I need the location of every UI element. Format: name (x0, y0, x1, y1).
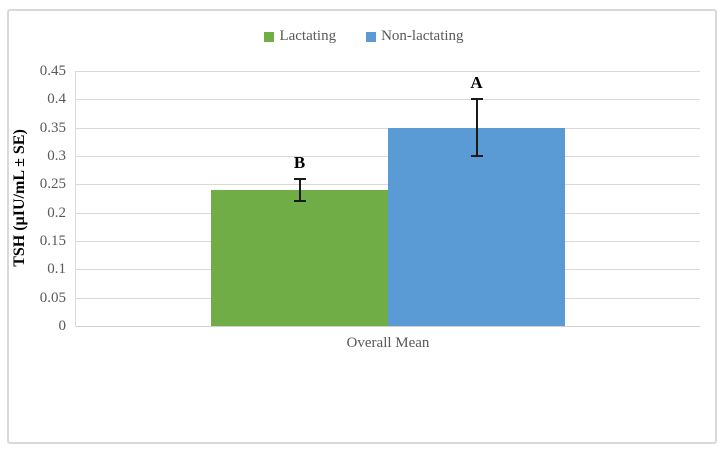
legend-swatch-lactating (264, 31, 275, 42)
error-bar-lactating (298, 178, 301, 202)
y-tick-label: 0.2 (47, 204, 66, 221)
y-tick-label: 0.1 (47, 261, 66, 278)
error-bar-cap (293, 200, 306, 203)
gridline (76, 71, 700, 72)
figure-border (7, 9, 717, 444)
legend-item-lactating: Lactating (264, 28, 336, 45)
bar-lactating (211, 190, 388, 326)
y-axis-line (75, 71, 76, 326)
x-category-label: Overall Mean (346, 335, 430, 351)
x-axis-line (76, 326, 700, 327)
legend-label: Non-lactating (381, 28, 464, 44)
legend-item-non-lactating: Non-lactating (366, 28, 464, 45)
significance-label-non-lactating: A (470, 73, 483, 93)
gridline (76, 99, 700, 101)
y-tick-label: 0.15 (39, 233, 66, 249)
error-bar-cap (293, 177, 306, 180)
error-bar-cap (470, 98, 483, 101)
y-tick-label: 0 (58, 318, 67, 334)
y-tick-label: 0.25 (39, 176, 66, 193)
y-tick-label: 0.45 (39, 63, 66, 79)
error-bar-non-lactating (475, 99, 478, 156)
chart-legend: Lactating Non-lactating (0, 28, 728, 45)
y-tick-label: 0.05 (39, 289, 66, 306)
legend-swatch-non-lactating (366, 31, 377, 42)
y-tick-label: 0.3 (47, 148, 66, 164)
bar-non-lactating (388, 127, 565, 326)
error-bar-cap (470, 155, 483, 157)
significance-label-lactating: B (293, 152, 306, 172)
y-tick-label: 0.35 (39, 119, 66, 136)
y-tick-label: 0.4 (47, 91, 66, 108)
legend-label: Lactating (279, 28, 337, 44)
